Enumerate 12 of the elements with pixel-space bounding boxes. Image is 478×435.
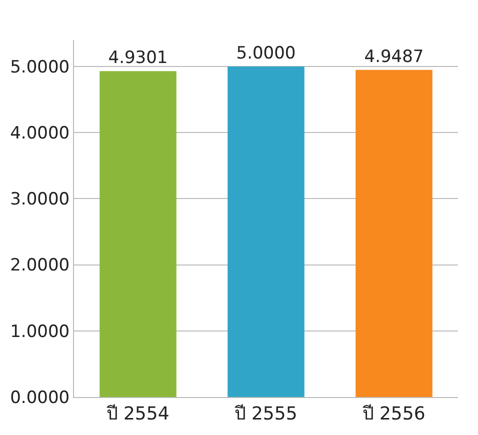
y-tick-label: 2.0000	[10, 256, 70, 276]
x-tick-label: ปี 2554	[106, 404, 170, 425]
data-label: 4.9487	[364, 46, 424, 67]
data-label: 4.9301	[108, 48, 168, 68]
y-tick-label: 3.0000	[10, 190, 70, 210]
y-tick-label: 1.0000	[10, 322, 70, 342]
y-tick-label: 5.0000	[10, 57, 70, 78]
x-tick-label: ปี 2555	[234, 404, 298, 425]
y-tick-label: 4.0000	[10, 124, 70, 144]
x-tick-label: ปี 2556	[362, 404, 426, 425]
y-tick-label: 0.0000	[10, 388, 70, 408]
data-label: 5.0000	[236, 43, 296, 64]
